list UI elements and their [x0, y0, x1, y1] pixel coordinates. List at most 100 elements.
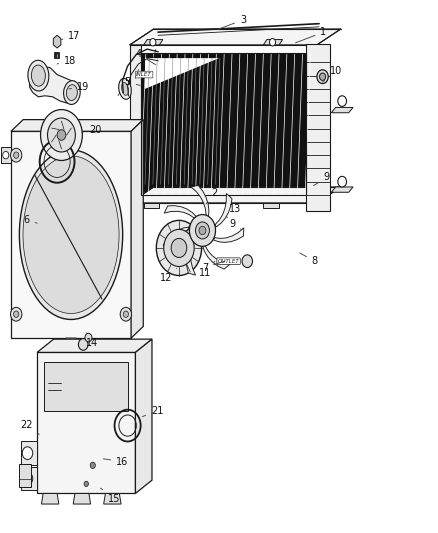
Circle shape — [54, 38, 60, 45]
Polygon shape — [42, 494, 59, 504]
Circle shape — [11, 148, 22, 162]
Polygon shape — [141, 53, 306, 195]
Polygon shape — [191, 185, 209, 217]
Polygon shape — [186, 240, 195, 275]
Circle shape — [150, 38, 156, 46]
Circle shape — [338, 176, 346, 187]
Circle shape — [90, 462, 95, 469]
Text: 9: 9 — [314, 172, 330, 185]
Text: INLET: INLET — [136, 72, 152, 77]
Ellipse shape — [32, 65, 46, 86]
Circle shape — [171, 238, 187, 257]
Polygon shape — [54, 52, 59, 58]
Polygon shape — [37, 339, 152, 352]
Circle shape — [156, 220, 201, 276]
Polygon shape — [130, 45, 141, 203]
Text: 2: 2 — [206, 188, 218, 204]
Text: 19: 19 — [69, 82, 89, 92]
Text: 15: 15 — [101, 488, 120, 504]
Polygon shape — [331, 108, 353, 113]
Polygon shape — [131, 119, 143, 338]
Polygon shape — [104, 494, 121, 504]
Ellipse shape — [28, 60, 49, 91]
Circle shape — [242, 255, 253, 268]
Polygon shape — [164, 206, 196, 218]
Text: 17: 17 — [61, 31, 81, 41]
Polygon shape — [144, 203, 159, 208]
Text: OUTLET: OUTLET — [218, 259, 240, 264]
Polygon shape — [215, 193, 232, 227]
Ellipse shape — [67, 85, 78, 101]
Circle shape — [338, 96, 346, 107]
Text: 11: 11 — [199, 261, 215, 278]
Circle shape — [41, 110, 82, 160]
Ellipse shape — [23, 156, 119, 313]
Ellipse shape — [119, 78, 131, 99]
Circle shape — [22, 472, 33, 485]
Circle shape — [85, 333, 92, 342]
Polygon shape — [21, 441, 37, 465]
Text: 22: 22 — [21, 419, 39, 434]
Polygon shape — [145, 58, 219, 89]
Ellipse shape — [64, 80, 80, 104]
Circle shape — [164, 229, 194, 266]
Circle shape — [120, 308, 131, 321]
Polygon shape — [73, 494, 91, 504]
Circle shape — [22, 447, 33, 459]
Circle shape — [3, 151, 9, 159]
Text: 9: 9 — [229, 219, 240, 229]
Polygon shape — [1, 147, 11, 163]
Polygon shape — [306, 44, 330, 211]
Text: 4: 4 — [135, 50, 155, 64]
Text: 1: 1 — [296, 27, 326, 43]
Text: 20: 20 — [81, 125, 101, 135]
Circle shape — [78, 338, 88, 350]
Text: 18: 18 — [57, 56, 76, 66]
Circle shape — [195, 222, 209, 239]
Circle shape — [11, 308, 22, 321]
Circle shape — [320, 73, 325, 80]
Polygon shape — [130, 187, 341, 203]
Text: 5: 5 — [124, 77, 140, 87]
Text: 10: 10 — [322, 67, 342, 82]
Text: 21: 21 — [142, 406, 163, 417]
Text: 13: 13 — [227, 204, 242, 217]
Text: 16: 16 — [103, 457, 128, 466]
Polygon shape — [331, 187, 353, 192]
Text: 3: 3 — [217, 15, 246, 29]
Polygon shape — [63, 338, 79, 348]
Polygon shape — [130, 29, 341, 45]
Text: 7: 7 — [202, 261, 225, 272]
Circle shape — [317, 70, 328, 84]
Circle shape — [14, 311, 19, 317]
Polygon shape — [19, 464, 31, 487]
Circle shape — [84, 481, 88, 487]
Text: 8: 8 — [300, 253, 318, 266]
Polygon shape — [135, 339, 152, 494]
Polygon shape — [30, 66, 80, 103]
Polygon shape — [53, 35, 61, 48]
Polygon shape — [11, 131, 131, 338]
Polygon shape — [263, 39, 283, 45]
Circle shape — [57, 130, 66, 140]
Polygon shape — [44, 362, 127, 411]
Ellipse shape — [121, 83, 128, 95]
Circle shape — [14, 152, 19, 158]
Ellipse shape — [19, 150, 123, 319]
Polygon shape — [21, 467, 37, 490]
Polygon shape — [213, 228, 244, 243]
Polygon shape — [37, 352, 135, 494]
Circle shape — [123, 311, 128, 317]
Circle shape — [189, 215, 215, 246]
Polygon shape — [144, 39, 163, 45]
Text: 12: 12 — [160, 268, 177, 283]
Polygon shape — [202, 246, 230, 269]
Circle shape — [269, 38, 276, 46]
Text: 14: 14 — [86, 333, 98, 349]
Polygon shape — [11, 119, 143, 131]
Polygon shape — [163, 227, 189, 253]
Circle shape — [199, 226, 206, 235]
Text: 6: 6 — [24, 215, 37, 225]
Polygon shape — [263, 203, 279, 208]
Circle shape — [47, 118, 75, 152]
